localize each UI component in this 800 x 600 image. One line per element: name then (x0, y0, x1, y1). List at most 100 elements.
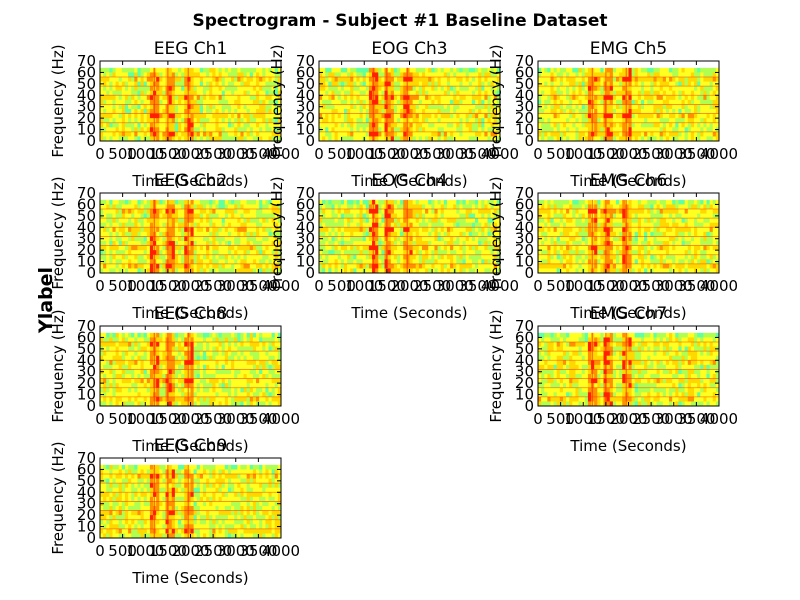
spectrogram-cell (215, 104, 219, 110)
spectrogram-cell (271, 127, 276, 133)
spectrogram-cell (625, 95, 629, 101)
spectrogram-cell (146, 218, 151, 224)
spectrogram-cell (240, 245, 244, 251)
spectrogram-cell (353, 209, 357, 214)
spectrogram-cell (103, 241, 107, 246)
spectrogram-cell (359, 90, 364, 96)
spectrogram-cell (541, 90, 545, 96)
spectrogram-cell (103, 95, 107, 101)
spectrogram-cell (428, 209, 432, 214)
spectrogram-cell (256, 81, 260, 87)
spectrogram-cell (428, 99, 432, 105)
spectrogram-cell (640, 118, 645, 124)
spectrogram-cell (259, 254, 263, 260)
spectrogram-cell (481, 213, 485, 219)
spectrogram-cell (319, 227, 323, 233)
spectrogram-cell (159, 86, 163, 92)
spectrogram-cell (478, 218, 482, 224)
spectrogram-cell (368, 90, 373, 96)
spectrogram-cell (124, 136, 129, 141)
spectrogram-cell (694, 86, 698, 92)
spectrogram-cell (178, 218, 182, 224)
spectrogram-cell (224, 136, 229, 141)
spectrogram-cell (184, 209, 188, 214)
spectrogram-cell (487, 259, 492, 265)
spectrogram-cell (109, 81, 113, 87)
spectrogram-cell (328, 204, 332, 210)
spectrogram-cell (109, 259, 113, 265)
spectrogram-cell (134, 213, 138, 219)
spectrogram-cell (538, 209, 542, 214)
spectrogram-cell (600, 90, 604, 96)
spectrogram-cell (234, 213, 238, 219)
spectrogram-cell (471, 127, 476, 133)
spectrogram-cell (347, 113, 351, 119)
spectrogram-cell (118, 113, 123, 119)
spectrogram-cell (700, 131, 704, 137)
spectrogram-cell (434, 113, 438, 119)
spectrogram-cell (365, 77, 370, 82)
spectrogram-cell (156, 259, 160, 265)
spectrogram-cell (453, 99, 457, 105)
spectrogram-cell (128, 204, 132, 210)
spectrogram-cell (359, 236, 364, 242)
spectrogram-cell (128, 136, 132, 141)
spectrogram-cell (647, 118, 651, 124)
spectrogram-cell (237, 209, 241, 214)
spectrogram-cell (415, 213, 420, 219)
spectrogram-cell (265, 122, 269, 128)
spectrogram-cell (193, 122, 198, 128)
spectrogram-cell (437, 104, 442, 110)
spectrogram-cell (431, 227, 435, 233)
spectrogram-cell (406, 72, 410, 78)
spectrogram-cell (193, 263, 198, 269)
spectrogram-cell (703, 118, 707, 124)
spectrogram-cell (547, 67, 551, 73)
spectrogram-cell (409, 227, 414, 233)
subplot-title: EEG Ch2 (154, 171, 228, 191)
y-tick-label: 60 (296, 63, 315, 81)
spectrogram-cell (562, 99, 567, 105)
spectrogram-cell (443, 222, 448, 228)
spectrogram-cell (647, 113, 651, 119)
spectrogram-cell (337, 104, 342, 110)
spectrogram-cell (687, 77, 692, 82)
spectrogram-cell (274, 136, 279, 141)
spectrogram-cell (174, 250, 179, 256)
spectrogram-cell (478, 81, 482, 87)
spectrogram-cell (440, 86, 445, 92)
spectrogram-cell (628, 127, 633, 133)
spectrogram-cell (597, 113, 601, 119)
spectrogram-cell (538, 67, 542, 73)
spectrogram-cell (149, 209, 154, 214)
spectrogram-cell (403, 104, 407, 110)
spectrogram-cell (231, 113, 235, 119)
spectrogram-cell (456, 86, 460, 92)
spectrogram-cell (100, 204, 104, 210)
spectrogram-cell (465, 241, 470, 246)
spectrogram-cell (387, 268, 392, 273)
spectrogram-cell (168, 199, 173, 205)
spectrogram-cell (274, 263, 279, 269)
spectrogram-cell (478, 209, 482, 214)
x-tick-label: 500 (546, 145, 575, 163)
spectrogram-cell (669, 131, 673, 137)
spectrogram-cell (252, 86, 257, 92)
spectrogram-cell (274, 131, 279, 137)
spectrogram-cell (462, 118, 467, 124)
spectrogram-cell (356, 227, 360, 233)
spectrogram-cell (650, 122, 654, 128)
spectrogram-cell (538, 99, 542, 105)
spectrogram-cell (418, 122, 423, 128)
spectrogram-cell (268, 263, 273, 269)
spectrogram-cell (415, 72, 420, 78)
spectrogram-cell (362, 254, 367, 260)
spectrogram-cell (190, 104, 195, 110)
spectrogram-cell (450, 204, 454, 210)
spectrogram-cell (118, 67, 123, 73)
spectrogram-cell (252, 268, 257, 273)
spectrogram-cell (249, 227, 254, 233)
spectrogram-cell (428, 95, 432, 101)
spectrogram-cell (672, 131, 676, 137)
spectrogram-cell (221, 90, 226, 96)
